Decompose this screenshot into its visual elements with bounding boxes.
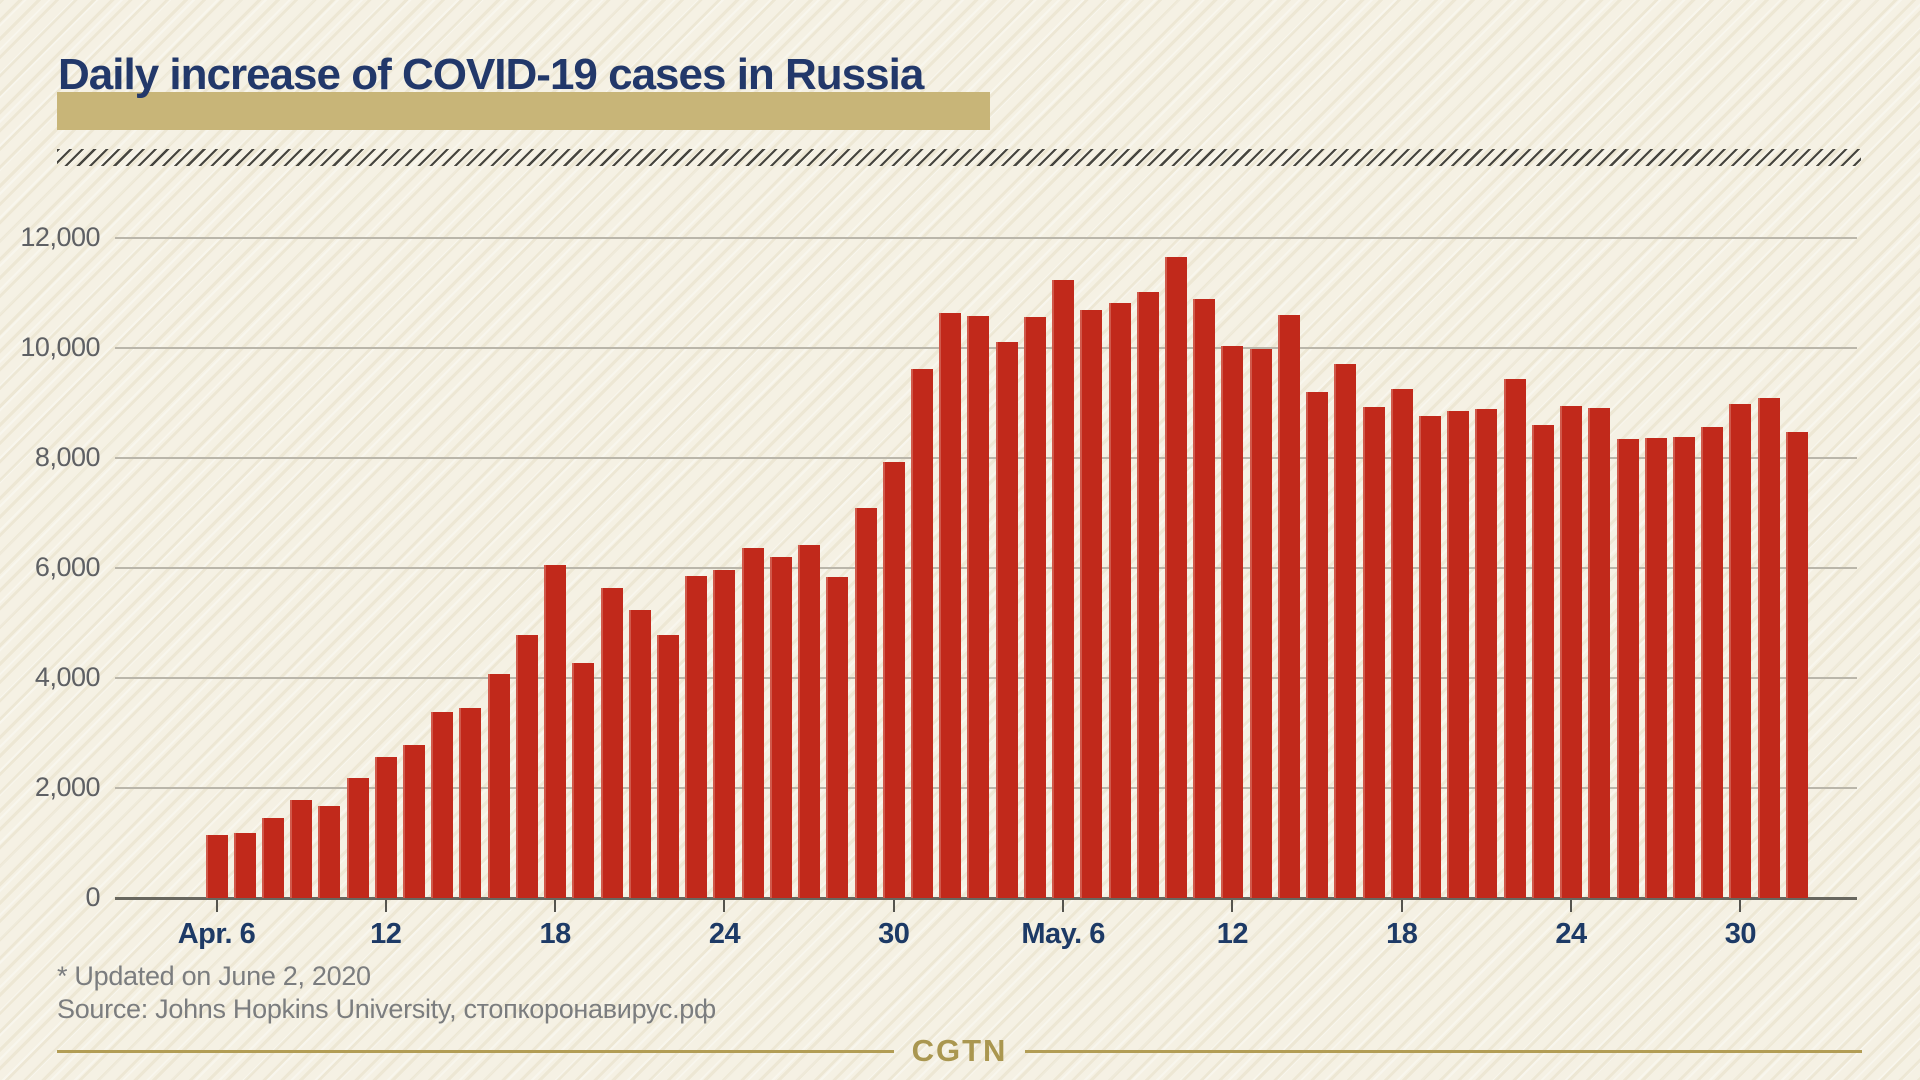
bar (1418, 415, 1441, 898)
bar (882, 461, 905, 898)
bar (741, 548, 764, 898)
y-axis-label: 8,000 (34, 442, 101, 472)
bar (1616, 439, 1639, 898)
gridline (115, 237, 1857, 239)
bar (1560, 405, 1583, 898)
bar (1503, 379, 1526, 898)
x-tick (554, 900, 557, 912)
x-tick (1570, 900, 1573, 912)
hatch-divider (57, 149, 1861, 166)
bar (1108, 303, 1131, 898)
x-axis-label: 12 (1216, 918, 1249, 950)
bar (515, 634, 538, 898)
bar (1052, 280, 1075, 898)
x-tick (215, 900, 218, 912)
y-axis-label: 12,000 (20, 222, 100, 252)
bar (261, 817, 284, 898)
x-tick (1231, 900, 1234, 912)
title-highlight-bar (57, 92, 990, 130)
bar (205, 834, 228, 898)
bar (487, 674, 510, 898)
bar (995, 342, 1018, 898)
bar (1277, 315, 1300, 898)
x-axis-label: 30 (878, 918, 910, 950)
brand-logo: CGTN (911, 1033, 1008, 1068)
x-axis-label: 30 (1724, 918, 1757, 950)
bar (1362, 407, 1385, 898)
bar (600, 587, 623, 898)
bar (1023, 317, 1046, 898)
bar (713, 569, 736, 898)
x-tick (723, 900, 726, 912)
bar (544, 564, 567, 898)
bar (1334, 364, 1357, 898)
bar (1221, 346, 1244, 898)
x-axis-label: Apr. 6 (177, 918, 256, 950)
source-note: Source: Johns Hopkins University, стопко… (57, 994, 716, 1024)
bar (1249, 349, 1272, 898)
bar (1136, 292, 1159, 898)
updated-note: * Updated on June 2, 2020 (57, 961, 371, 991)
bar (403, 745, 426, 898)
bar (1080, 309, 1103, 898)
bar (798, 545, 821, 898)
y-axis-label: 0 (85, 882, 100, 912)
x-tick (892, 900, 895, 912)
bar (1531, 425, 1554, 898)
bar (233, 833, 256, 898)
bar (911, 368, 933, 898)
bar (374, 757, 397, 898)
x-tick (1739, 900, 1742, 912)
bar (1447, 411, 1470, 898)
brand-rule-right (1025, 1049, 1863, 1053)
y-axis-label: 2,000 (34, 772, 101, 802)
bar (628, 610, 651, 898)
bar (1701, 426, 1724, 898)
x-axis-label: May. 6 (1021, 918, 1105, 950)
x-tick (1062, 900, 1065, 912)
y-axis-label: 6,000 (34, 552, 101, 582)
brand-rule-left (57, 1049, 894, 1053)
x-axis-label: 18 (1386, 918, 1418, 950)
brand-band: CGTN (57, 1033, 1863, 1069)
x-tick (1400, 900, 1403, 912)
bar (685, 576, 708, 898)
bar (769, 557, 792, 898)
x-axis-label: 24 (1555, 918, 1587, 950)
y-axis-label: 4,000 (34, 662, 101, 692)
bar (826, 576, 849, 898)
bar (967, 316, 990, 898)
bar (1785, 431, 1808, 898)
y-axis-label: 10,000 (20, 332, 100, 362)
bar (939, 313, 962, 898)
bar (1757, 398, 1780, 898)
x-axis-label: 24 (708, 918, 741, 950)
bar (657, 635, 680, 898)
bar (431, 711, 454, 898)
x-axis-label: 18 (539, 918, 571, 950)
bar (290, 799, 313, 898)
bar (1390, 388, 1413, 898)
bar (459, 708, 482, 898)
bar (1672, 436, 1695, 898)
bar (1729, 404, 1752, 898)
bar (572, 663, 595, 898)
x-tick (384, 900, 387, 912)
bar (346, 777, 369, 898)
page-title: Daily increase of COVID-19 cases in Russ… (58, 50, 924, 99)
bar (1306, 392, 1329, 898)
x-axis-label: 12 (370, 918, 402, 950)
bar (1475, 408, 1498, 898)
x-axis-line (115, 897, 1857, 900)
bar (1588, 407, 1611, 898)
bar (1164, 256, 1187, 898)
bar (1193, 298, 1216, 898)
bar (318, 806, 341, 898)
bar (854, 507, 877, 898)
bar (1644, 437, 1667, 898)
